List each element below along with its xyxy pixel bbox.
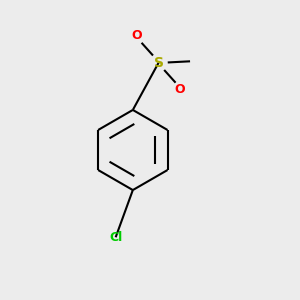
Text: O: O: [132, 29, 142, 42]
Text: Cl: Cl: [109, 231, 122, 244]
Text: S: S: [154, 56, 164, 70]
Text: O: O: [175, 83, 185, 96]
